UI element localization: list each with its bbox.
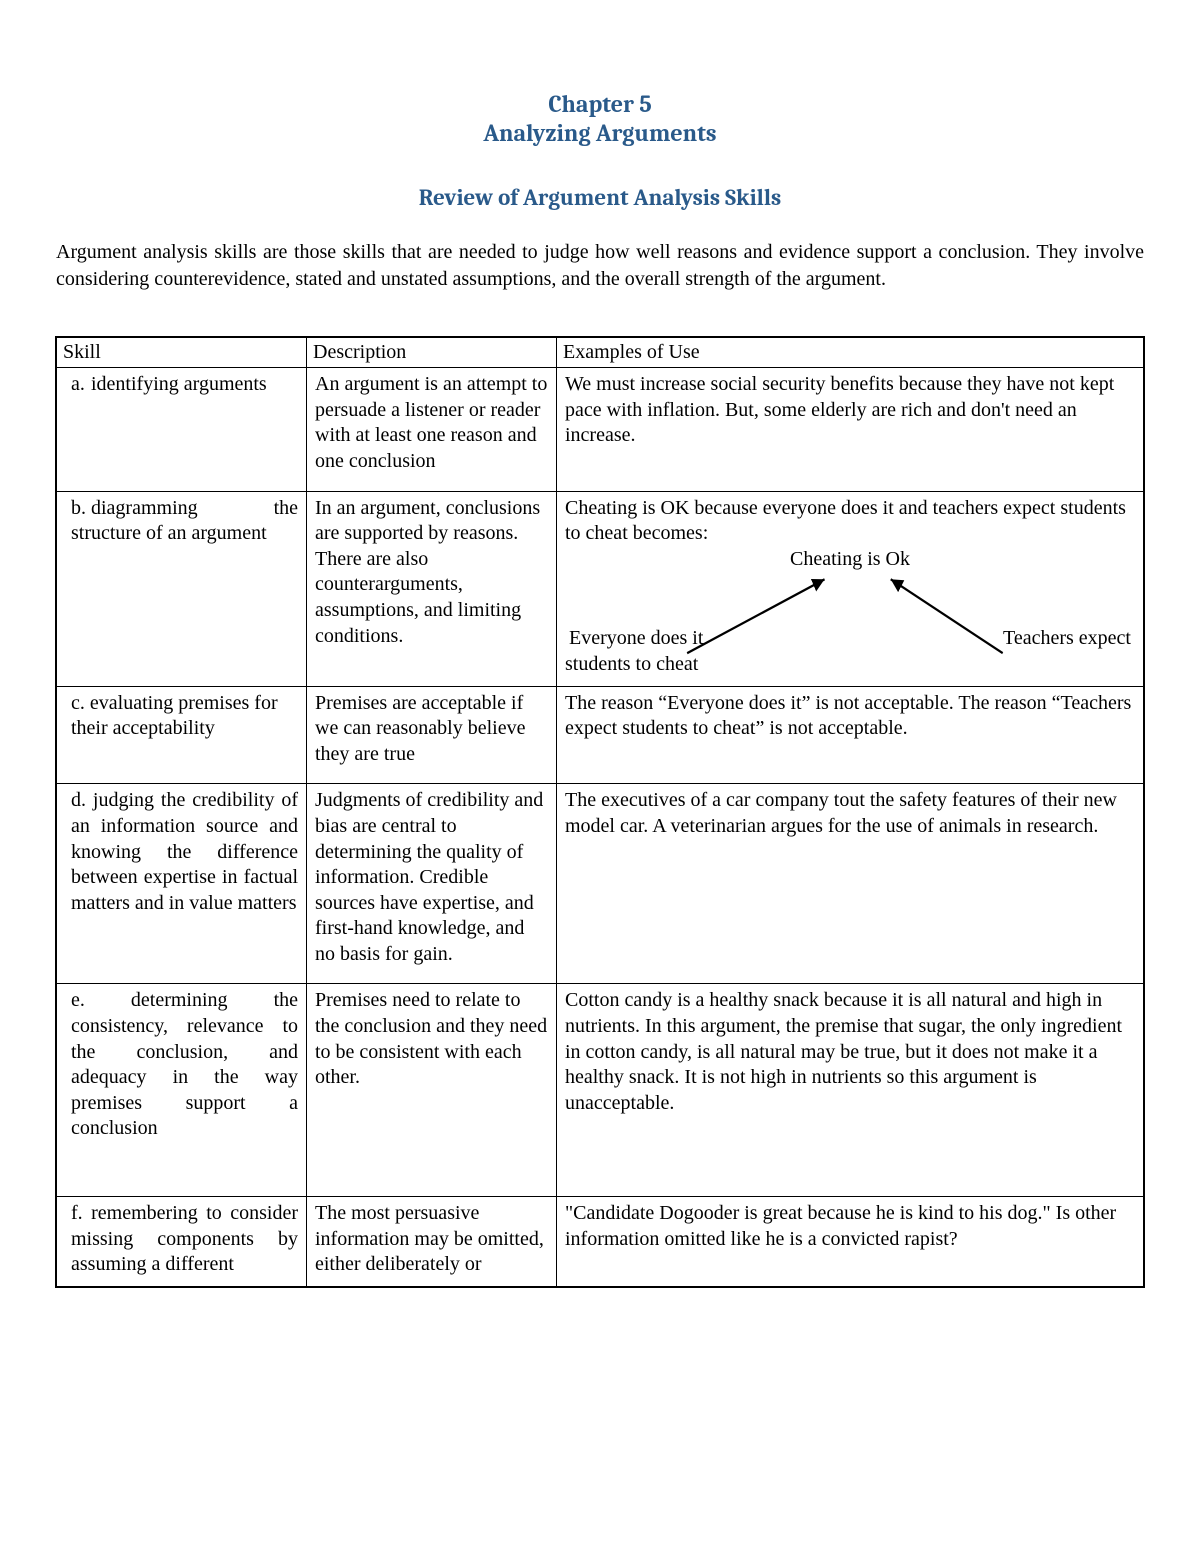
table-row: c. evaluating premises for their accepta…	[57, 686, 1144, 784]
chapter-number: Chapter 5	[56, 90, 1144, 119]
skill-text: identifying arguments	[91, 373, 267, 395]
chapter-title: Analyzing Arguments	[56, 119, 1144, 148]
diagram-right-node: Teachers expect	[1003, 626, 1131, 652]
skill-letter: d.	[71, 789, 86, 811]
table-row: d. judging the credibility of an informa…	[57, 784, 1144, 984]
skill-text: determining the consistency, relevance t…	[71, 989, 298, 1139]
table-row: e. determining the consistency, relevanc…	[57, 984, 1144, 1197]
skill-text: remembering to consider missing componen…	[71, 1202, 298, 1275]
chapter-heading: Chapter 5 Analyzing Arguments	[56, 90, 1144, 148]
example-cell: The executives of a car company tout the…	[557, 784, 1144, 984]
skill-cell: c. evaluating premises for their accepta…	[57, 686, 307, 784]
skill-letter: f.	[71, 1202, 83, 1224]
diagram-top-node: Cheating is Ok	[565, 547, 1135, 573]
skills-table: Skill Description Examples of Use a.iden…	[56, 337, 1144, 1287]
skill-letter: a.	[71, 372, 91, 398]
col-header-skill: Skill	[57, 337, 307, 368]
example-cell: Cheating is OK because everyone does it …	[557, 491, 1144, 686]
section-heading: Review of Argument Analysis Skills	[56, 184, 1144, 211]
skill-text: evaluating premises for their acceptabil…	[71, 692, 278, 740]
skill-cell: e. determining the consistency, relevanc…	[57, 984, 307, 1197]
example-cell: The reason “Everyone does it” is not acc…	[557, 686, 1144, 784]
description-cell: Judgments of credibility and bias are ce…	[307, 784, 557, 984]
intro-paragraph: Argument analysis skills are those skill…	[56, 239, 1144, 293]
description-cell: Premises are acceptable if we can reason…	[307, 686, 557, 784]
skill-cell: b.diagramming the structure of an argume…	[57, 491, 307, 686]
skill-letter: b.	[71, 496, 91, 522]
col-header-examples: Examples of Use	[557, 337, 1144, 368]
example-cell: We must increase social security benefit…	[557, 368, 1144, 491]
description-cell: In an argument, conclusions are supporte…	[307, 491, 557, 686]
diagram-trailing: students to cheat	[565, 652, 1135, 678]
description-cell: An argument is an attempt to persuade a …	[307, 368, 557, 491]
skill-cell: a.identifying arguments	[57, 368, 307, 491]
skill-text: judging the credibility of an informatio…	[71, 789, 298, 913]
table-row: f. remembering to consider missing compo…	[57, 1197, 1144, 1287]
diagram-left-node: Everyone does it	[569, 626, 703, 652]
example-lead: Cheating is OK because everyone does it …	[565, 496, 1135, 547]
skill-cell: d. judging the credibility of an informa…	[57, 784, 307, 984]
col-header-description: Description	[307, 337, 557, 368]
skill-cell: f. remembering to consider missing compo…	[57, 1197, 307, 1287]
table-header-row: Skill Description Examples of Use	[57, 337, 1144, 368]
table-row: b.diagramming the structure of an argume…	[57, 491, 1144, 686]
example-cell: "Candidate Dogooder is great because he …	[557, 1197, 1144, 1287]
example-cell: Cotton candy is a healthy snack because …	[557, 984, 1144, 1197]
skill-letter: c.	[71, 692, 85, 714]
description-cell: Premises need to relate to the conclusio…	[307, 984, 557, 1197]
description-cell: The most persuasive information may be o…	[307, 1197, 557, 1287]
skill-text: diagramming the structure of an argument	[71, 497, 298, 545]
argument-diagram: Cheating is Ok Everyone does it Teachers…	[565, 547, 1135, 678]
table-row: a.identifying arguments An argument is a…	[57, 368, 1144, 491]
skill-letter: e.	[71, 989, 85, 1011]
